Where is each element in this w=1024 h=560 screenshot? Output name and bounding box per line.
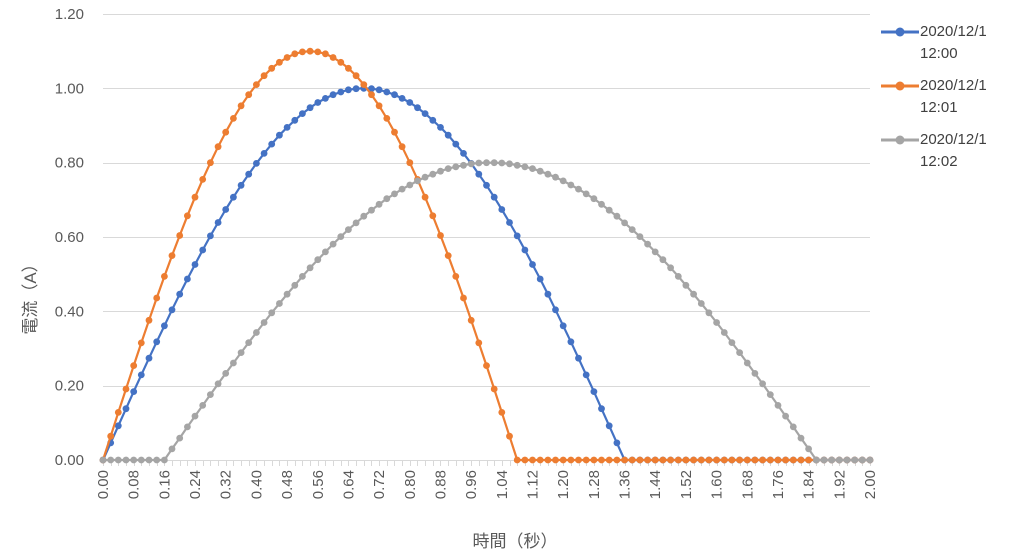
legend-label-line1: 2020/12/1 (920, 131, 987, 148)
svg-text:1.92: 1.92 (831, 470, 848, 499)
legend-label-line1: 2020/12/1 (920, 77, 987, 94)
legend-line-marker-icon (881, 135, 919, 145)
svg-text:1.84: 1.84 (801, 470, 818, 499)
y-axis-title: 電流（A） (21, 255, 40, 335)
x-axis-title: 時間（秒） (472, 532, 558, 551)
series-1 (99, 47, 874, 464)
legend-item: 2020/12/1 12:02 (880, 129, 1024, 173)
svg-text:0.80: 0.80 (55, 155, 84, 172)
svg-text:0.40: 0.40 (248, 470, 265, 499)
svg-text:1.36: 1.36 (617, 470, 634, 499)
svg-text:0.40: 0.40 (55, 303, 84, 320)
svg-text:1.60: 1.60 (709, 470, 726, 499)
svg-text:0.00: 0.00 (95, 470, 112, 499)
svg-text:0.48: 0.48 (279, 470, 296, 499)
legend-label: 2020/12/1 12:00 (920, 21, 987, 65)
legend-line-marker-icon (881, 81, 919, 91)
series-0 (99, 84, 874, 464)
svg-text:1.76: 1.76 (770, 470, 787, 499)
svg-text:0.72: 0.72 (371, 470, 388, 499)
svg-text:2.00: 2.00 (862, 470, 879, 499)
series-2 (99, 159, 874, 464)
legend-label-line2: 12:02 (920, 153, 958, 170)
svg-text:0.00: 0.00 (55, 452, 84, 469)
svg-text:0.80: 0.80 (402, 470, 419, 499)
legend-label-line1: 2020/12/1 (920, 23, 987, 40)
legend: 2020/12/1 12:00 2020/12/1 12:01 2020/12/… (880, 21, 1024, 183)
legend-label: 2020/12/1 12:02 (920, 129, 987, 173)
svg-text:0.96: 0.96 (463, 470, 480, 499)
legend-label: 2020/12/1 12:01 (920, 75, 987, 119)
svg-text:1.52: 1.52 (678, 470, 695, 499)
svg-text:1.44: 1.44 (647, 470, 664, 499)
svg-text:0.20: 0.20 (55, 378, 84, 395)
gridlines (103, 14, 870, 461)
legend-item: 2020/12/1 12:01 (880, 75, 1024, 119)
svg-text:1.20: 1.20 (55, 6, 84, 23)
legend-item: 2020/12/1 12:00 (880, 21, 1024, 65)
svg-text:0.32: 0.32 (218, 470, 235, 499)
svg-text:0.56: 0.56 (310, 470, 327, 499)
svg-text:1.04: 1.04 (494, 470, 511, 499)
y-tick-labels: 0.00 0.20 0.40 0.60 0.80 1.00 1.20 (55, 6, 84, 469)
svg-text:0.88: 0.88 (432, 470, 449, 499)
svg-text:0.24: 0.24 (187, 470, 204, 499)
svg-text:1.28: 1.28 (586, 470, 603, 499)
svg-text:1.00: 1.00 (55, 80, 84, 97)
svg-text:0.16: 0.16 (156, 470, 173, 499)
svg-text:1.20: 1.20 (555, 470, 572, 499)
series-line (101, 50, 870, 462)
legend-line-marker-icon (881, 27, 919, 37)
x-tick-labels: 0.00 0.08 0.16 0.24 0.32 0.40 0.48 0.56 0.64 0.72… (95, 470, 879, 499)
svg-text:1.68: 1.68 (739, 470, 756, 499)
svg-text:0.08: 0.08 (126, 470, 143, 499)
svg-text:1.12: 1.12 (525, 470, 542, 499)
svg-text:0.60: 0.60 (55, 229, 84, 246)
legend-label-line2: 12:00 (920, 45, 958, 62)
legend-label-line2: 12:01 (920, 99, 958, 116)
svg-text:0.64: 0.64 (340, 470, 357, 499)
